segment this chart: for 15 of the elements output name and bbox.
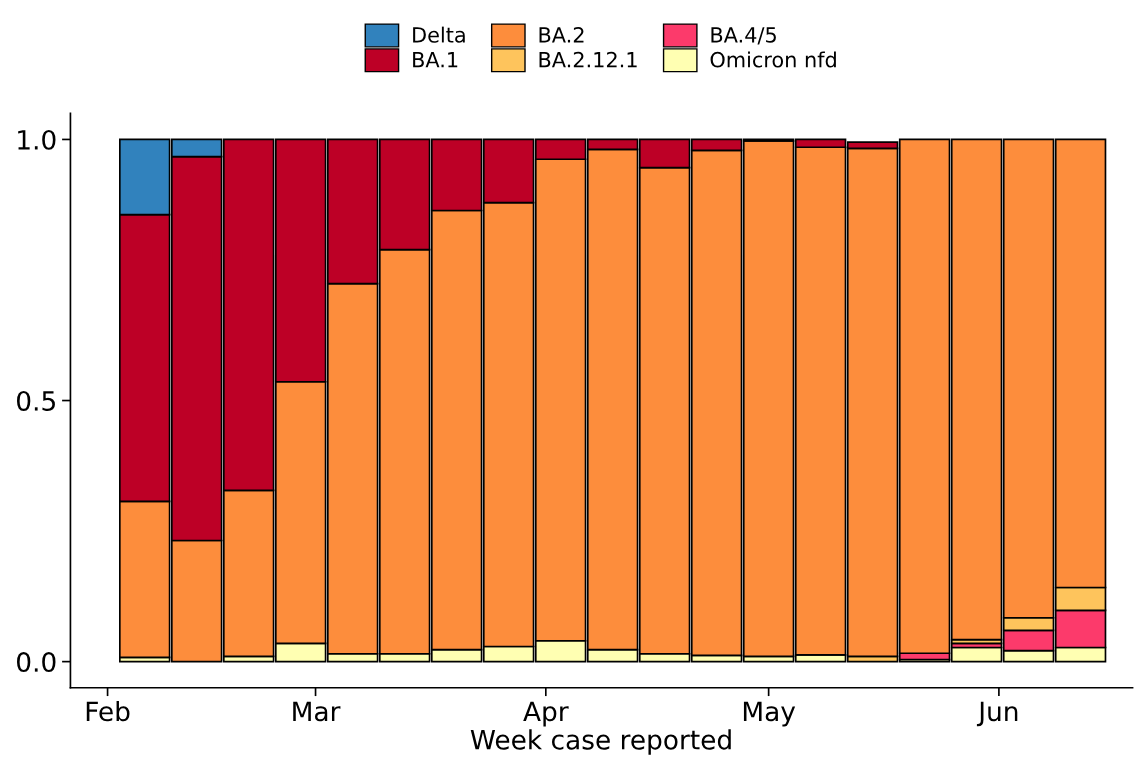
legend-label: BA.1	[413, 52, 458, 68]
x-tick-label: Apr	[523, 701, 569, 727]
legend-label: Omicron nfd	[710, 51, 836, 68]
y-tick-label: 1.0	[18, 129, 56, 150]
y-tick-label: 0.0	[17, 652, 56, 673]
x-axis-title: Week case reported	[470, 729, 731, 755]
x-tick-label: May	[743, 701, 796, 727]
legend-label: BA.2	[539, 26, 584, 43]
x-tick-label: Feb	[86, 700, 130, 722]
legend-label: BA.4/5	[711, 27, 776, 45]
x-tick-label: Mar	[293, 701, 341, 722]
legend-label: BA.2.12.1	[539, 51, 637, 68]
x-tick-label: Jun	[976, 701, 1018, 727]
legend-label: Delta	[413, 26, 465, 43]
y-tick-label: 0.5	[17, 390, 55, 411]
